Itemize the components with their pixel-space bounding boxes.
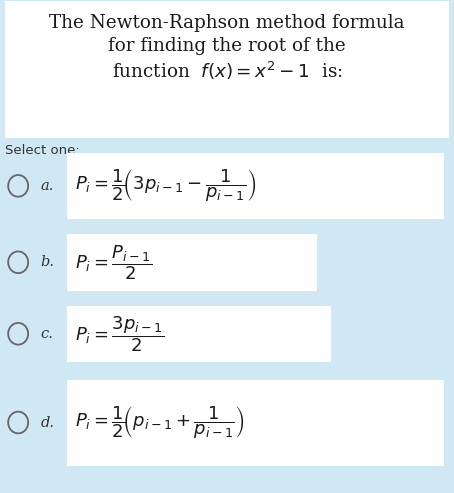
Text: Select one:: Select one:	[5, 144, 80, 157]
FancyBboxPatch shape	[67, 234, 317, 291]
Text: The Newton-Raphson method formula: The Newton-Raphson method formula	[49, 14, 405, 32]
FancyBboxPatch shape	[67, 153, 444, 219]
Text: for finding the root of the: for finding the root of the	[108, 37, 346, 55]
Text: $P_i = \dfrac{P_{i-1}}{2}$: $P_i = \dfrac{P_{i-1}}{2}$	[75, 243, 152, 282]
Text: d.: d.	[41, 416, 55, 429]
Text: $P_i = \dfrac{3p_{i-1}}{2}$: $P_i = \dfrac{3p_{i-1}}{2}$	[75, 314, 164, 353]
FancyBboxPatch shape	[67, 306, 331, 362]
FancyBboxPatch shape	[5, 1, 449, 138]
FancyBboxPatch shape	[67, 380, 444, 466]
Text: a.: a.	[41, 179, 54, 193]
Text: function  $f(x) = x^2 - 1$  is:: function $f(x) = x^2 - 1$ is:	[112, 60, 342, 82]
Text: c.: c.	[41, 327, 54, 341]
Text: $P_i = \dfrac{1}{2}\!\left(p_{i-1} + \dfrac{1}{p_{i-1}}\right)$: $P_i = \dfrac{1}{2}\!\left(p_{i-1} + \df…	[75, 404, 245, 441]
Text: $P_i = \dfrac{1}{2}\!\left(3p_{i-1} - \dfrac{1}{p_{i-1}}\right)$: $P_i = \dfrac{1}{2}\!\left(3p_{i-1} - \d…	[75, 168, 257, 204]
Text: b.: b.	[41, 255, 55, 269]
